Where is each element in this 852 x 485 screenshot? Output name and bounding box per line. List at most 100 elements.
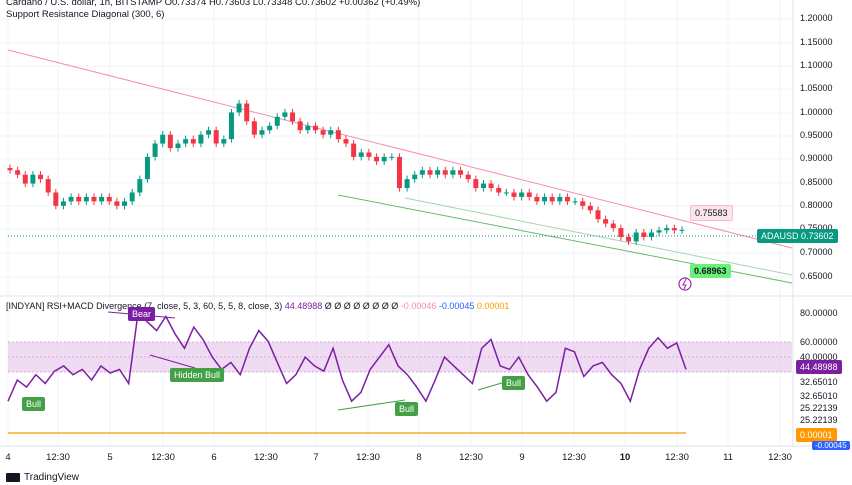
price-tick: 1.10000 <box>800 60 833 70</box>
candle-body <box>557 196 563 202</box>
price-tick: 0.85000 <box>800 177 833 187</box>
candle-body <box>290 112 296 122</box>
candle-body <box>30 174 36 184</box>
candle-body <box>641 232 647 237</box>
candle-body <box>122 201 128 206</box>
candle-body <box>465 174 471 180</box>
candle-body <box>206 130 212 135</box>
bull-label-3: Bull <box>502 376 526 390</box>
candle-body <box>473 179 479 189</box>
candle-body <box>259 130 265 135</box>
candle-body <box>198 134 204 144</box>
candle-body <box>83 196 89 202</box>
rsi-tick: 40.00000 <box>800 352 838 362</box>
div-line-bull-2 <box>477 381 506 391</box>
time-tick: 12:30 <box>459 452 483 463</box>
bull-label-2: Bull <box>395 402 419 416</box>
rsi-tick: 80.00000 <box>800 308 838 318</box>
time-tick: 4 <box>5 452 11 463</box>
time-tick: 9 <box>519 452 525 463</box>
price-tick: 0.65000 <box>800 271 833 281</box>
candle-body <box>167 134 173 148</box>
candle-body <box>633 232 639 242</box>
candle-body <box>106 196 112 202</box>
candle-body <box>595 210 601 220</box>
candle-body <box>450 170 456 175</box>
candle-body <box>251 121 257 135</box>
candle-body <box>351 143 357 157</box>
candle-body <box>99 196 105 202</box>
candle-body <box>129 192 135 202</box>
rsi-macd-indicator-title: [INDYAN] RSI+MACD Divergence (7, close, … <box>6 301 510 311</box>
candle-body <box>435 170 441 175</box>
candle-body <box>603 219 609 224</box>
candle-body <box>381 156 387 162</box>
time-tick: 5 <box>107 452 113 463</box>
candle-body <box>542 196 548 202</box>
candle-body <box>305 125 311 131</box>
candle-body <box>144 156 150 180</box>
candle-body <box>626 236 632 242</box>
bear-label: Bear <box>128 307 156 321</box>
candle-body <box>442 170 448 175</box>
time-tick: 10 <box>619 452 631 463</box>
candle-body <box>267 125 273 131</box>
rsi-tick: 32.65010 <box>800 391 838 401</box>
indicator-header: Support Resistance Diagonal (300, 6) <box>6 9 165 20</box>
candles <box>7 99 685 245</box>
candle-body <box>656 230 662 233</box>
price-tick: 0.90000 <box>800 153 833 163</box>
candle-body <box>427 170 433 175</box>
rsi-value-tag: 44.48988 <box>796 360 842 374</box>
candle-body <box>679 229 685 231</box>
candle-body <box>458 170 464 175</box>
candle-body <box>664 228 670 231</box>
price-tick: 1.20000 <box>800 13 833 23</box>
rsi-tick: 60.00000 <box>800 337 838 347</box>
price-tick: 0.75000 <box>800 223 833 233</box>
price-tick: 0.80000 <box>800 200 833 210</box>
candle-body <box>564 196 570 202</box>
rsi-tick: 25.22139 <box>800 415 838 425</box>
candle-body <box>480 183 486 189</box>
bull-label-1: Bull <box>22 397 46 411</box>
div-line-bull <box>337 399 406 411</box>
candle-body <box>404 179 410 189</box>
candle-body <box>244 103 250 122</box>
candle-body <box>358 152 364 157</box>
candle-body <box>152 143 158 157</box>
time-tick: 8 <box>416 452 422 463</box>
tradingview-logo[interactable]: TradingView <box>6 472 79 483</box>
candle-body <box>419 170 425 175</box>
candle-body <box>53 192 59 206</box>
candle-body <box>60 201 66 206</box>
candle-body <box>618 228 624 237</box>
candle-body <box>22 174 28 184</box>
candle-body <box>15 170 21 175</box>
candle-body <box>671 228 677 231</box>
candle-body <box>389 156 395 158</box>
candle-body <box>496 188 502 193</box>
candle-body <box>183 139 189 144</box>
candle-body <box>396 156 402 189</box>
time-tick: 12:30 <box>46 452 70 463</box>
tradingview-icon <box>6 473 20 482</box>
time-tick: 6 <box>211 452 217 463</box>
candle-body <box>160 134 166 144</box>
candle-body <box>587 205 593 211</box>
div-line-hidden <box>149 354 196 369</box>
candle-body <box>274 116 280 126</box>
candle-body <box>213 130 219 144</box>
resistance-tag: 0.75583 <box>690 205 733 221</box>
resistance-diagonal <box>7 49 793 249</box>
candle-body <box>503 192 509 194</box>
candle-body <box>91 196 97 202</box>
candle-body <box>328 130 334 135</box>
rsi-tick: 25.22139 <box>800 403 838 413</box>
time-tick: 12:30 <box>665 452 689 463</box>
time-tick: 12:30 <box>768 452 792 463</box>
alert-icon[interactable] <box>678 277 692 291</box>
candle-body <box>221 139 227 144</box>
candle-body <box>488 183 494 189</box>
